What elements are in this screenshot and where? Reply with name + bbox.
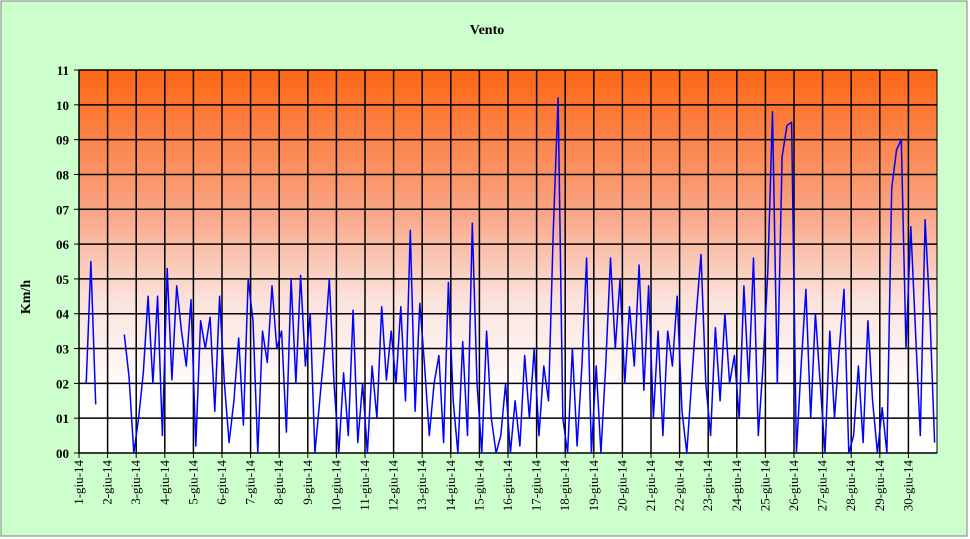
x-tick-label: 1-giu-14 (71, 460, 86, 505)
x-tick-label: 6-giu-14 (214, 460, 229, 505)
x-tick-label: 15-giu-14 (471, 460, 486, 512)
y-tick-label: 03 (56, 342, 70, 357)
y-tick-label: 10 (56, 98, 69, 113)
x-tick-label: 2-giu-14 (100, 460, 115, 505)
y-tick-label: 08 (56, 167, 70, 182)
x-tick-label: 29-giu-14 (872, 460, 887, 512)
x-tick-label: 9-giu-14 (300, 460, 315, 505)
x-tick-label: 11-giu-14 (357, 460, 372, 511)
x-tick-label: 30-giu-14 (900, 460, 915, 512)
x-tick-label: 20-giu-14 (614, 460, 629, 512)
x-tick-label: 18-giu-14 (557, 460, 572, 512)
x-tick-label: 10-giu-14 (328, 460, 343, 512)
line (85, 97, 936, 454)
x-tick-label: 13-giu-14 (414, 460, 429, 512)
x-tick-label: 23-giu-14 (700, 460, 715, 512)
x-tick-label: 25-giu-14 (757, 460, 772, 512)
x-tick-label: 26-giu-14 (786, 460, 801, 512)
y-tick-label: 07 (56, 202, 70, 217)
y-tick-label: 01 (56, 411, 69, 426)
x-tick-label: 7-giu-14 (243, 460, 258, 505)
x-tick-label: 12-giu-14 (386, 460, 401, 512)
y-tick-label: 11 (57, 63, 69, 78)
x-tick-label: 19-giu-14 (586, 460, 601, 512)
y-tick-label: 09 (56, 133, 70, 148)
y-tick-label: 04 (56, 307, 70, 322)
x-tick-label: 17-giu-14 (529, 460, 544, 512)
x-tick-label: 24-giu-14 (729, 460, 744, 512)
x-tick-label: 4-giu-14 (157, 460, 172, 505)
x-tick-label: 3-giu-14 (128, 460, 143, 505)
x-tick-label: 22-giu-14 (672, 460, 687, 512)
y-tick-label: 06 (56, 237, 70, 252)
chart-title: Vento (470, 23, 505, 38)
x-tick-label: 16-giu-14 (500, 460, 515, 512)
x-tick-label: 5-giu-14 (185, 460, 200, 505)
y-axis-label: Km/h (19, 280, 34, 314)
y-tick-label: 05 (56, 272, 70, 287)
x-tick-label: 21-giu-14 (643, 460, 658, 512)
x-tick-label: 28-giu-14 (843, 460, 858, 512)
x-tick-label: 27-giu-14 (815, 460, 830, 512)
y-tick-label: 00 (56, 446, 69, 461)
x-tick-label: 8-giu-14 (271, 460, 286, 505)
y-tick-label: 02 (56, 376, 69, 391)
x-tick-label: 14-giu-14 (443, 460, 458, 512)
